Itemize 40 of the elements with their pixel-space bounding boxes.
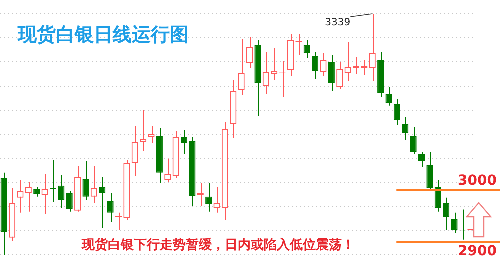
candlestick — [42, 174, 48, 215]
candlestick — [320, 53, 327, 77]
candlestick — [99, 176, 106, 229]
candlestick — [312, 52, 319, 80]
candlestick — [344, 41, 352, 82]
candlestick — [443, 197, 450, 231]
candlestick — [58, 174, 65, 209]
candlestick — [82, 160, 90, 201]
candlestick — [402, 116, 409, 141]
annotation: 3000 — [458, 172, 498, 189]
candlestick — [180, 130, 188, 155]
candlestick — [34, 186, 40, 198]
candlestick — [369, 14, 376, 82]
candlestick — [17, 180, 24, 214]
candlestick — [25, 182, 32, 212]
candlestick — [66, 190, 73, 212]
candlestick — [426, 152, 434, 191]
candlestick — [336, 62, 344, 90]
candlestick — [148, 126, 155, 144]
candlestick — [107, 192, 114, 223]
candlestick — [352, 56, 360, 75]
text: 现货白银日线运行图 — [18, 23, 189, 48]
candlestick — [410, 126, 417, 155]
candlestick — [246, 36, 254, 68]
candlestick — [262, 52, 270, 95]
candlestick — [394, 98, 400, 126]
candlestick — [296, 34, 302, 56]
candlestick — [50, 160, 57, 202]
candlestick — [238, 39, 245, 96]
annotation: 3339 — [325, 18, 351, 29]
candlestick — [361, 60, 368, 76]
candlestick — [271, 48, 278, 81]
candlestick — [132, 126, 138, 176]
candlestick — [164, 158, 172, 183]
annotation: 2900 — [458, 244, 498, 260]
candlestick — [214, 186, 220, 214]
candlestick — [206, 182, 212, 212]
candlestick — [328, 54, 335, 92]
candlestick — [451, 212, 458, 234]
annotation: 现货白银下行走势暂缓，日内或陷入低位震荡！ — [82, 236, 355, 254]
